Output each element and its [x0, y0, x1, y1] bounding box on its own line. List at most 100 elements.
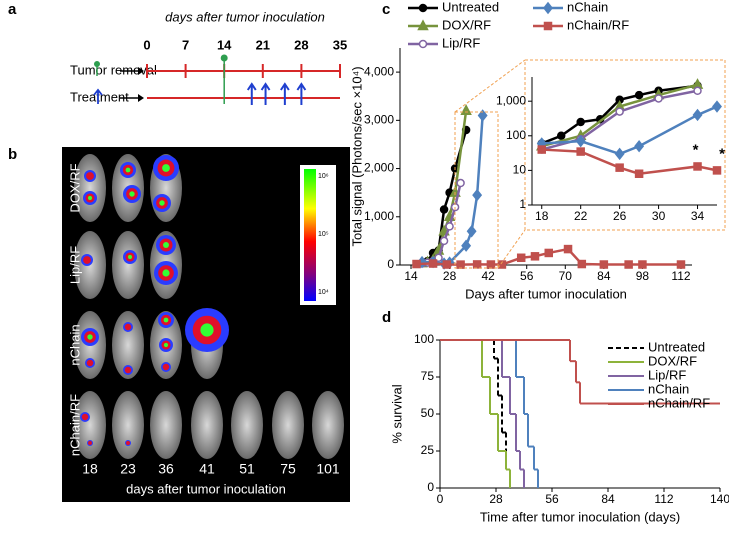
panel-label: b — [8, 146, 17, 163]
x-tick-label: 0 — [437, 492, 444, 506]
removal-pin — [220, 54, 228, 62]
signal-peak — [163, 317, 169, 323]
legend-marker — [417, 19, 429, 31]
data-point — [693, 86, 702, 96]
row-label: Treatment — [70, 89, 129, 104]
icon-pin — [94, 61, 100, 67]
timeline-tick-label: 14 — [217, 37, 232, 52]
x-tick-label: 30 — [652, 209, 666, 223]
timeline-title: days after tumor inoculation — [165, 9, 325, 24]
y-tick-label: 4,000 — [364, 64, 394, 78]
signal-peak — [163, 242, 169, 248]
data-point — [456, 178, 465, 188]
day-label: 41 — [199, 461, 215, 477]
x-tick-label: 112 — [654, 492, 673, 506]
x-tick-label: 14 — [404, 269, 418, 283]
data-point — [556, 131, 566, 141]
signal-peak — [200, 323, 214, 337]
data-point — [577, 259, 587, 269]
data-point — [599, 260, 609, 269]
mouse-image — [74, 154, 106, 222]
data-point — [676, 260, 686, 269]
y-tick-label: 100 — [506, 128, 526, 142]
data-point — [576, 147, 585, 156]
legend-label: nChain — [648, 381, 689, 396]
colorbar — [304, 169, 316, 301]
icon-arrow — [93, 88, 103, 104]
data-point — [442, 260, 452, 269]
data-point — [477, 109, 488, 122]
colorbar-label: 10⁴ — [318, 289, 329, 296]
colorbar-label: 10⁶ — [318, 173, 329, 180]
x-tick-label: 84 — [601, 492, 615, 506]
x-tick-label: 34 — [691, 209, 705, 223]
legend-marker — [543, 1, 553, 15]
signal-core — [162, 363, 170, 371]
legend-label: Lip/RF — [442, 35, 480, 50]
row-label: Lip/RF — [67, 246, 82, 284]
mouse-image — [312, 391, 344, 459]
timeline-tick-label: 21 — [256, 37, 270, 52]
y-tick-label: 50 — [421, 406, 435, 420]
data-point — [445, 222, 454, 231]
x-tick-label: 112 — [671, 269, 690, 283]
legend-label: DOX/RF — [648, 353, 697, 368]
data-point — [461, 239, 472, 252]
x-tick-label: 42 — [481, 269, 495, 283]
mouse-image — [191, 391, 223, 459]
legend-label: Lip/RF — [648, 367, 686, 382]
signal-core — [124, 323, 132, 331]
signal-peak — [159, 200, 165, 206]
y-tick-label: 0 — [427, 480, 434, 494]
timeline-tick-label: 28 — [294, 37, 308, 52]
arrow-head — [138, 94, 144, 102]
data-point — [692, 108, 703, 122]
x-tick-label: 28 — [489, 492, 503, 506]
data-point — [460, 104, 472, 115]
y-tick-label: 1 — [519, 197, 526, 211]
data-point — [614, 147, 625, 161]
legend-label: Untreated — [442, 0, 499, 14]
x-tick-label: 28 — [443, 269, 457, 283]
signal-core — [86, 359, 94, 367]
annotation: * — [719, 145, 725, 162]
signal-core — [124, 366, 132, 374]
day-label: 23 — [120, 461, 136, 477]
day-label: 18 — [82, 461, 98, 477]
x-tick-label: 56 — [520, 269, 534, 283]
y-axis-label: % survival — [389, 384, 404, 443]
data-point — [486, 260, 496, 269]
x-tick-label: 26 — [613, 209, 627, 223]
data-point — [634, 169, 644, 178]
x-tick-label: 22 — [574, 209, 588, 223]
data-point — [466, 225, 477, 238]
panel-label: d — [382, 309, 391, 326]
imaging-xlabel: days after tumor inoculation — [126, 481, 286, 496]
zoom-box — [454, 111, 499, 269]
data-point — [712, 100, 722, 113]
data-point — [615, 107, 624, 116]
x-tick-label: 98 — [636, 269, 650, 283]
y-tick-label: 2,000 — [364, 161, 394, 175]
timeline-tick-label: 7 — [182, 37, 189, 52]
signal-core — [83, 256, 91, 264]
mouse-image — [231, 391, 263, 459]
treatment-arrow — [260, 82, 271, 105]
data-point — [439, 236, 449, 246]
data-point — [456, 260, 465, 269]
data-point — [439, 205, 449, 214]
data-point — [472, 260, 482, 269]
data-point — [693, 162, 702, 171]
x-axis-label: Days after tumor inoculation — [465, 286, 627, 301]
x-axis-label: Time after tumor inoculation (days) — [480, 509, 680, 524]
signal-core — [126, 441, 130, 445]
data-point — [634, 90, 644, 100]
mouse-image — [112, 231, 144, 299]
data-point — [516, 253, 526, 263]
annotation: * — [693, 141, 699, 158]
signal-peak — [125, 167, 131, 173]
signal-peak — [129, 191, 135, 197]
x-tick-label: 70 — [559, 269, 573, 283]
mouse-image — [272, 391, 304, 459]
